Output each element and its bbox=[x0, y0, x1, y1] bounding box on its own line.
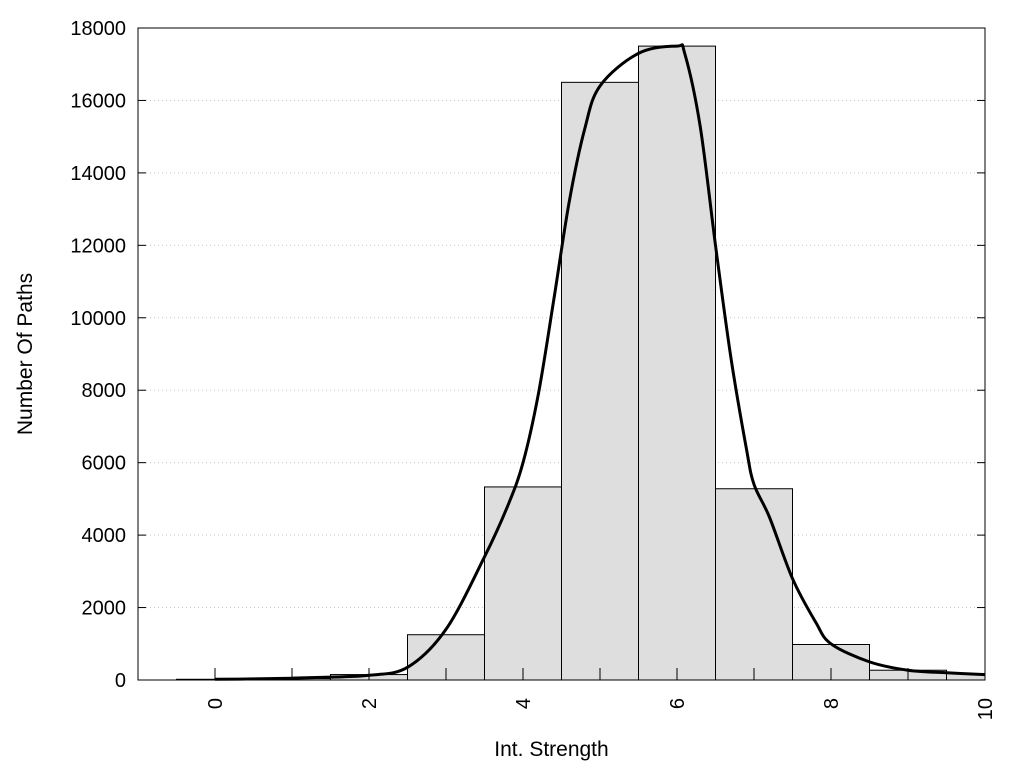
histogram-bar bbox=[561, 81, 639, 681]
histogram-bar bbox=[715, 488, 793, 681]
y-tick-label: 14000 bbox=[70, 163, 126, 185]
y-tick-label: 4000 bbox=[82, 525, 127, 547]
y-tick-label: 8000 bbox=[82, 380, 127, 402]
y-tick-label: 6000 bbox=[82, 453, 127, 475]
x-axis-title: Int. Strength bbox=[494, 738, 608, 761]
y-tick-label: 18000 bbox=[70, 18, 126, 40]
histogram-bar bbox=[484, 486, 562, 681]
histogram-bar bbox=[638, 45, 716, 681]
x-tick-label: 4 bbox=[513, 698, 535, 709]
x-tick-label: 2 bbox=[359, 698, 381, 709]
x-tick-label: 6 bbox=[667, 698, 689, 709]
axis-ticks: 0 2000 4000 6000 8000 10000 12000 14000 16000 180… bbox=[70, 18, 997, 720]
y-tick-label: 16000 bbox=[70, 90, 126, 112]
plot-frame bbox=[137, 27, 986, 681]
fit-curve-layer bbox=[214, 43, 986, 681]
y-tick-label: 10000 bbox=[70, 308, 126, 330]
y-tick-label: 12000 bbox=[70, 235, 126, 257]
fit-curve bbox=[214, 43, 986, 681]
x-tick-label: 10 bbox=[975, 698, 997, 720]
y-tick-label: 0 bbox=[115, 670, 126, 692]
x-tick-label: 8 bbox=[821, 698, 843, 709]
y-axis-title: Number Of Paths bbox=[14, 273, 37, 435]
x-tick-label: 0 bbox=[205, 698, 227, 709]
y-tick-label: 2000 bbox=[82, 598, 127, 620]
